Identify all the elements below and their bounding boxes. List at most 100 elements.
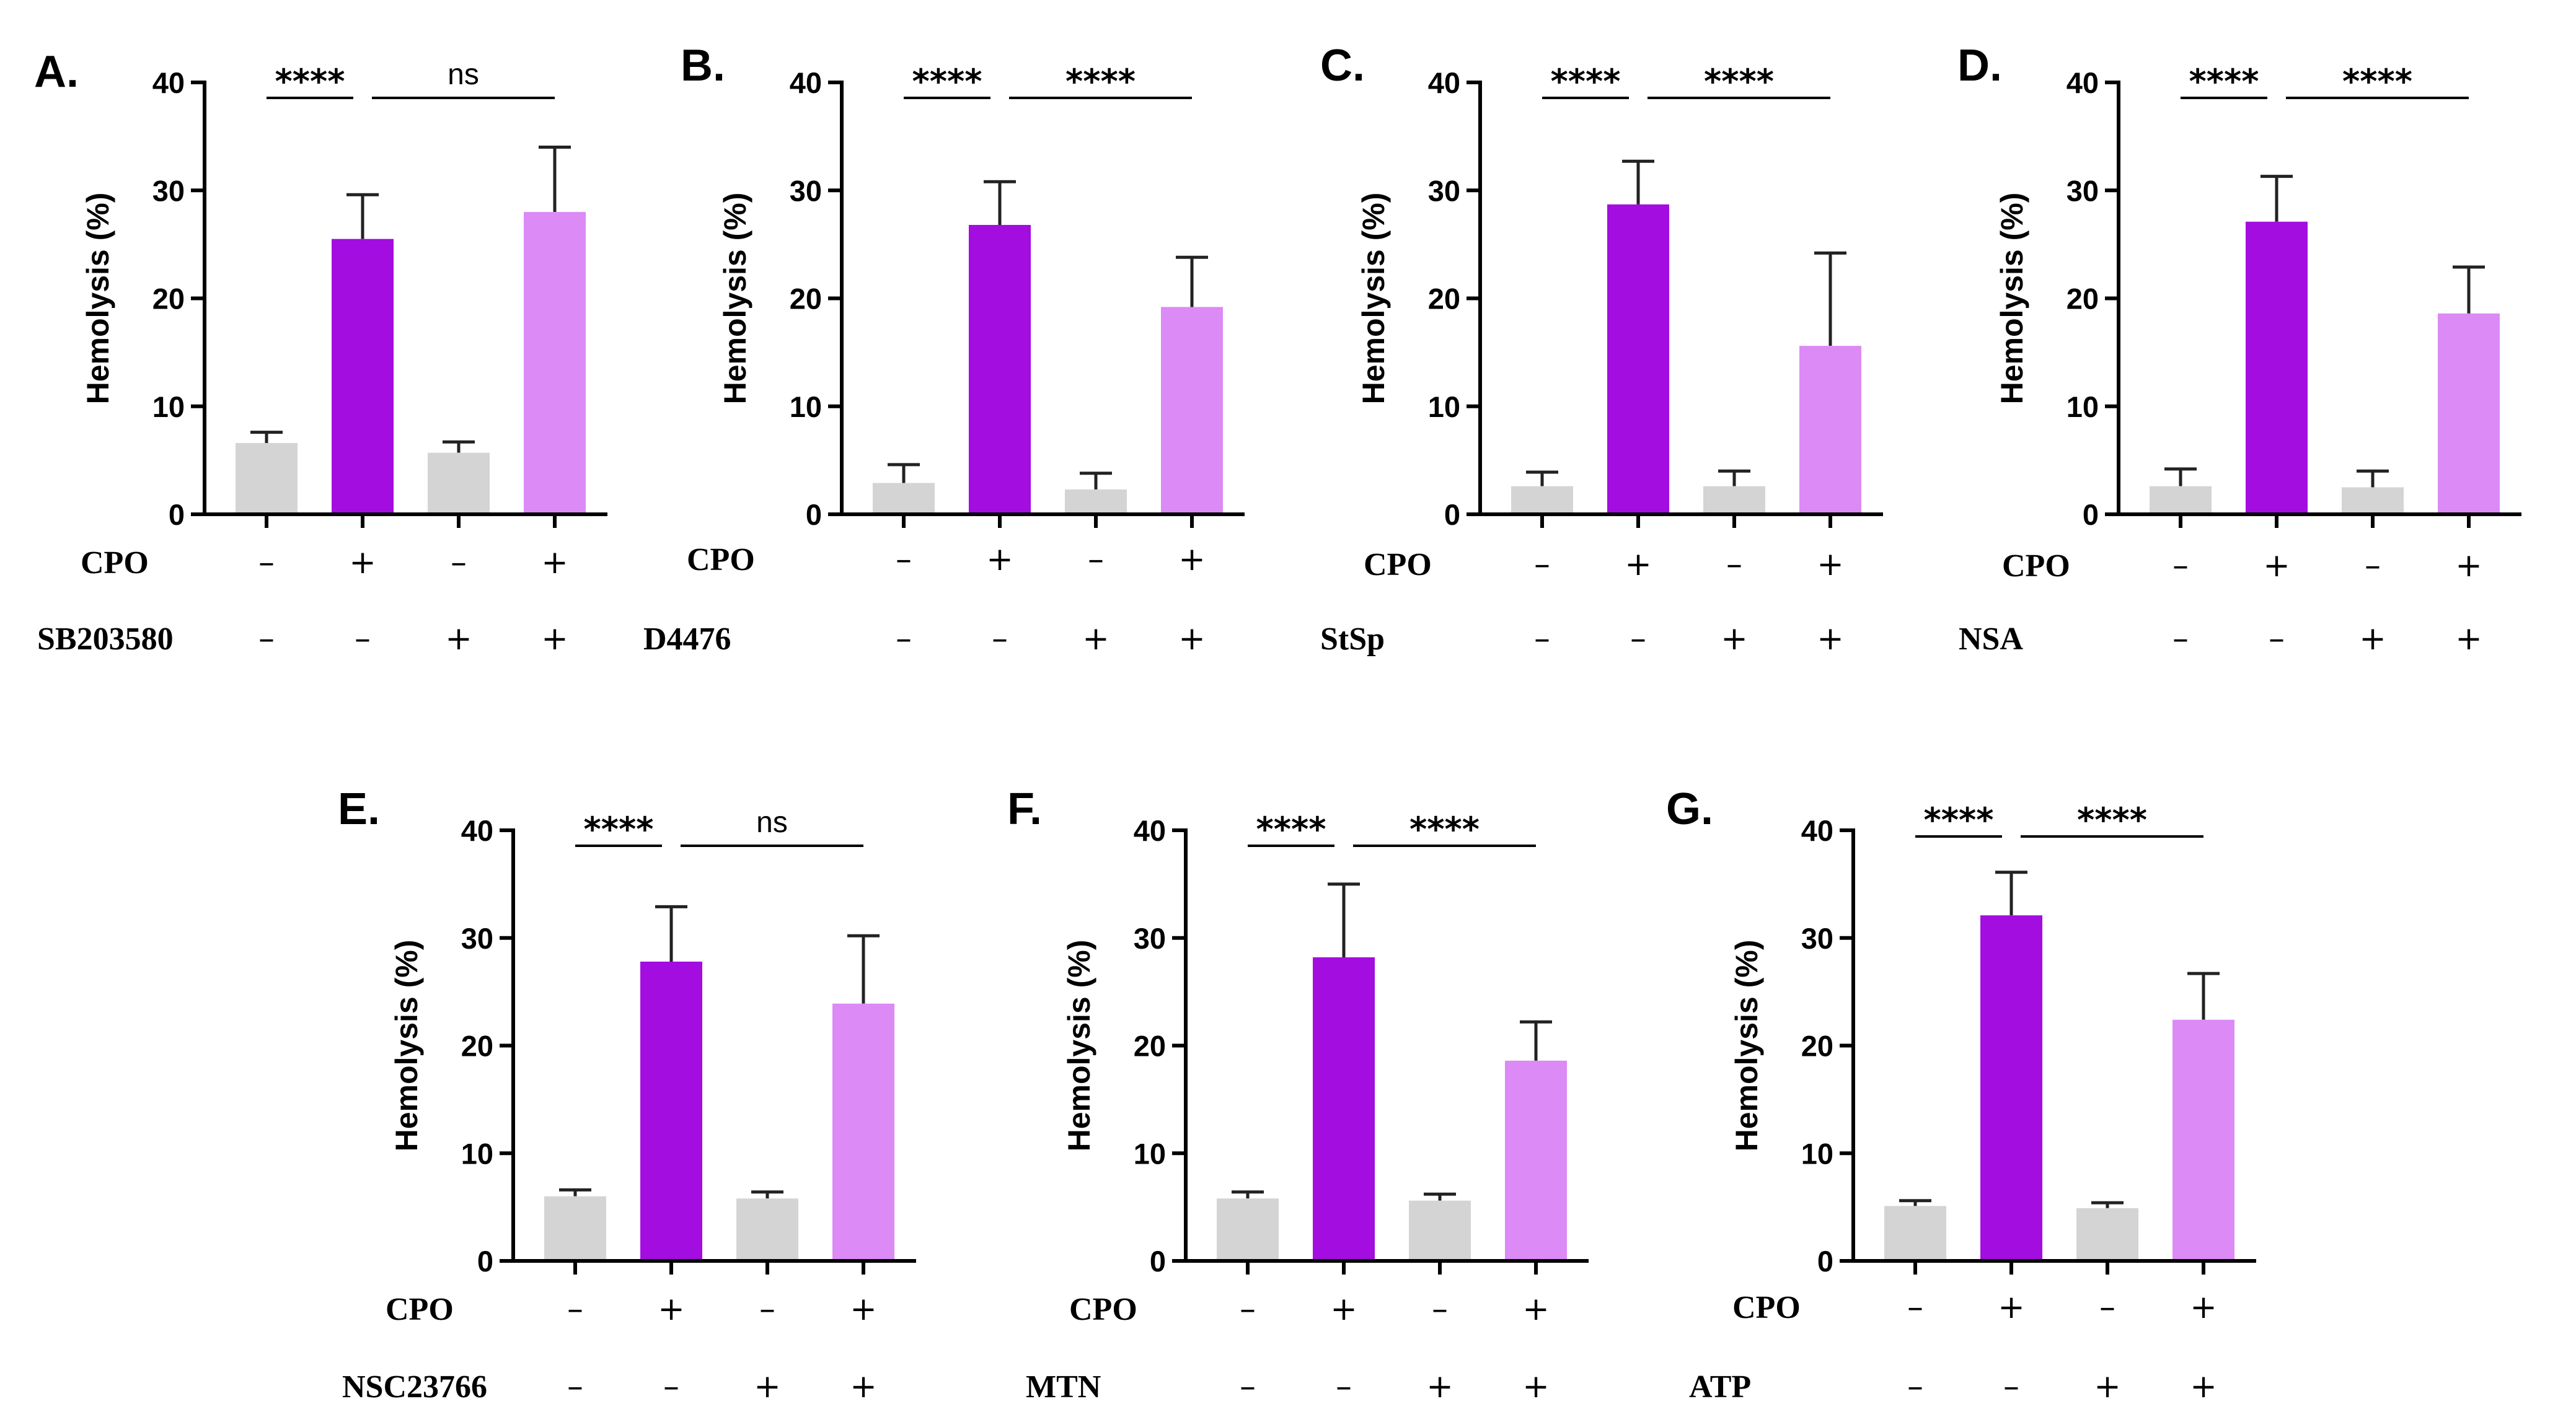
y-axis-label: Hemolysis (%) <box>1729 940 1764 1152</box>
y-axis-label: Hemolysis (%) <box>1062 940 1096 1152</box>
significance-label: **** <box>275 62 345 101</box>
y-tick-label: 0 <box>1444 498 1460 531</box>
treatment-sign: – <box>1907 1368 1923 1405</box>
y-tick-label: 30 <box>1428 174 1460 207</box>
treatment-sign: + <box>2190 1289 2217 1326</box>
y-tick-label: 30 <box>1801 922 1833 955</box>
treatment-label: ATP <box>1689 1369 1751 1405</box>
treatment-sign: – <box>567 1368 583 1405</box>
treatment-sign: + <box>1178 541 1206 578</box>
treatment-sign: + <box>754 1368 781 1405</box>
y-axis-label: Hemolysis (%) <box>81 193 115 405</box>
y-tick-label: 20 <box>2067 283 2099 315</box>
treatment-sign: – <box>2269 620 2285 657</box>
bar <box>832 1003 894 1259</box>
bar <box>1161 307 1223 512</box>
y-tick-label: 20 <box>1428 283 1460 315</box>
bar <box>1505 1060 1567 1259</box>
treatment-label: NSC23766 <box>342 1369 487 1405</box>
y-tick-label: 40 <box>790 66 822 99</box>
treatment-sign: – <box>992 620 1008 657</box>
treatment-label: CPO <box>1732 1290 1801 1325</box>
y-tick-label: 10 <box>790 390 822 423</box>
y-tick-label: 30 <box>1134 922 1166 955</box>
treatment-sign: – <box>759 1291 775 1328</box>
y-tick-label: 0 <box>169 498 185 531</box>
y-tick-label: 10 <box>1134 1137 1166 1170</box>
bar <box>640 961 702 1259</box>
treatment-label: NSA <box>1959 621 2023 657</box>
bar <box>2150 486 2212 512</box>
treatment-sign: – <box>896 620 912 657</box>
treatment-label: CPO <box>2002 548 2070 584</box>
treatment-sign: + <box>850 1291 877 1328</box>
treatment-sign: – <box>1907 1289 1923 1326</box>
y-tick-label: 20 <box>152 283 185 315</box>
panel-letter: A. <box>34 47 79 97</box>
treatment-label: StSp <box>1320 621 1385 657</box>
treatment-sign: + <box>2359 620 2386 657</box>
y-tick-label: 0 <box>806 498 822 531</box>
bar <box>1065 489 1127 512</box>
treatment-sign: + <box>1817 620 1844 657</box>
panel-letter: E. <box>338 784 380 834</box>
significance-label: **** <box>1551 62 1621 101</box>
bar <box>2342 487 2404 512</box>
treatment-sign: – <box>2172 620 2189 657</box>
y-axis-label: Hemolysis (%) <box>718 193 752 405</box>
treatment-sign: + <box>1522 1368 1550 1405</box>
y-tick-label: 10 <box>1428 390 1460 423</box>
significance-label: **** <box>1256 810 1326 849</box>
significance-label: **** <box>2077 801 2147 840</box>
treatment-sign: – <box>258 544 275 581</box>
chart-panel-4: D. Hemolysis (%) 0 10 20 30 40 **** **** CPO – + – + N… <box>1957 41 2521 657</box>
treatment-sign: + <box>349 544 376 581</box>
bar <box>1703 486 1765 512</box>
y-tick-label: 20 <box>790 283 822 315</box>
treatment-sign: – <box>1630 620 1646 657</box>
significance-label: **** <box>2189 62 2259 101</box>
treatment-sign: – <box>1088 541 1104 578</box>
bar <box>524 212 586 512</box>
significance-label: **** <box>1924 801 1994 840</box>
bar <box>428 452 490 512</box>
significance-label: ns <box>448 58 479 91</box>
y-tick-label: 20 <box>461 1030 493 1063</box>
significance-label: **** <box>912 62 982 101</box>
y-tick-label: 0 <box>1150 1245 1166 1278</box>
significance-label: **** <box>1065 62 1136 101</box>
treatment-sign: – <box>1240 1291 1256 1328</box>
bar <box>1409 1200 1471 1259</box>
bar <box>1607 204 1669 512</box>
treatment-sign: – <box>1534 620 1550 657</box>
bar <box>332 239 394 512</box>
bar <box>2076 1208 2138 1259</box>
treatment-sign: – <box>1432 1291 1448 1328</box>
bar <box>1511 486 1573 512</box>
y-tick-label: 0 <box>477 1245 493 1278</box>
y-tick-label: 40 <box>1801 814 1833 847</box>
treatment-label: MTN <box>1026 1369 1101 1405</box>
treatment-label: CPO <box>687 542 755 577</box>
chart-panel-5: E. Hemolysis (%) 0 10 20 30 40 **** ns CPO – + – + NSC… <box>338 784 916 1405</box>
treatment-sign: + <box>1330 1291 1357 1328</box>
chart-panel-3: C. Hemolysis (%) 0 10 20 30 40 **** **** CPO – + – + S… <box>1320 41 1883 657</box>
treatment-sign: + <box>1817 546 1844 583</box>
treatment-sign: – <box>2003 1368 2019 1405</box>
chart-panel-2: B. Hemolysis (%) 0 10 20 30 40 **** **** CPO – + – + D… <box>643 41 1245 657</box>
treatment-sign: – <box>451 544 467 581</box>
treatment-sign: – <box>2365 547 2381 584</box>
treatment-sign: – <box>896 541 912 578</box>
chart-panel-1: A. Hemolysis (%) 0 10 20 30 40 **** ns CPO – + – + SB2… <box>34 47 607 657</box>
significance-label: **** <box>584 810 654 849</box>
treatment-sign: + <box>1178 620 1206 657</box>
y-tick-label: 30 <box>461 922 493 955</box>
bar <box>236 442 298 512</box>
treatment-label: CPO <box>386 1292 454 1327</box>
y-tick-label: 40 <box>461 814 493 847</box>
bar <box>1884 1206 1946 1259</box>
bar <box>1217 1198 1279 1259</box>
chart-panel-6: F. Hemolysis (%) 0 10 20 30 40 **** **** CPO – + – + M… <box>1007 784 1589 1405</box>
treatment-sign: – <box>567 1291 583 1328</box>
